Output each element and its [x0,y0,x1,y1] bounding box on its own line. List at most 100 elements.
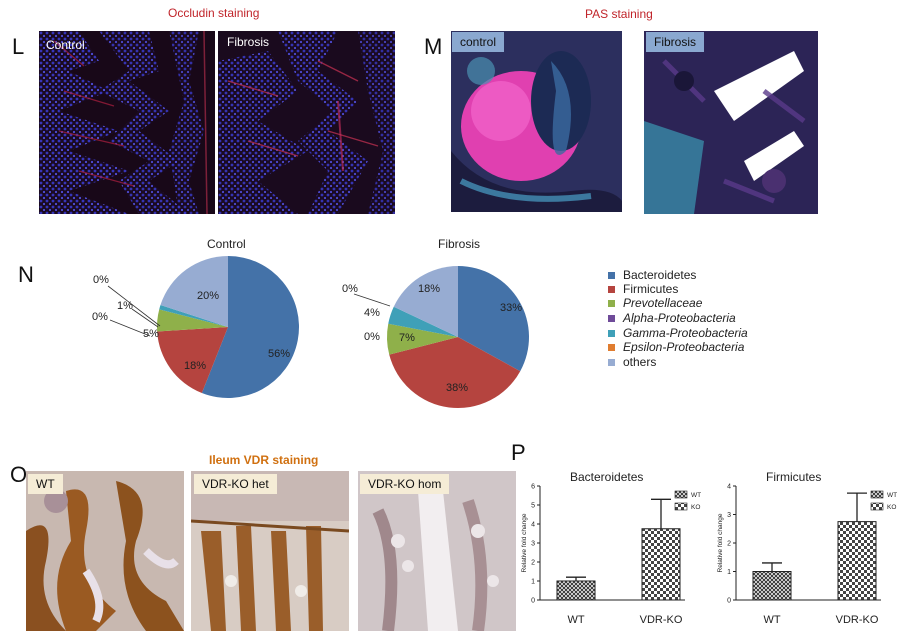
vdr-wt-label: WT [28,474,63,494]
occludin-control-label: Control [46,38,85,52]
pie-charts: 56% 18% 5% 0% 1% 0% 20% 33% 38% 7% 0% 4% 0% 18% [92,256,529,409]
panel-letter-n: N [18,262,34,287]
bar-legend-label-firmicutes-0: WT [887,492,897,499]
pie-slice-control-gamma-proteobacteria [159,305,228,327]
bar-y-label-firmicutes: Relative fold change [717,513,724,572]
pie-data-label-control-2: 5% [143,328,159,340]
pie-data-label-fibrosis-0: 33% [500,302,522,314]
bar-y-tick-label-bacteroidetes-5: 5 [531,503,535,510]
pie-slice-control-others [160,256,228,327]
panel-letter-p: P [511,440,526,465]
vdr-ko-het-image [191,471,349,631]
pie-leader-line-control-2 [107,285,161,327]
pie-data-label-fibrosis-4: 4% [364,307,380,319]
pie-leader-line-control-1 [131,308,159,328]
panel-letter-l: L [12,34,25,59]
legend-item-epsilon-proteobacteria: Epsilon-Proteobacteria [608,340,744,354]
pie-data-label-control-6: 20% [197,290,219,302]
pie-data-label-fibrosis-3: 0% [364,331,380,343]
legend-label-gamma-proteobacteria: Gamma-Proteobacteria [623,326,748,340]
bar-legend-label-bacteroidetes-1: KO [691,504,700,511]
legend-label-firmicutes: Firmicutes [623,282,679,296]
legend-item-firmicutes: Firmicutes [608,282,678,296]
bar-y-tick-label-firmicutes-0: 0 [727,598,731,605]
legend-swatch-firmicutes [608,285,615,293]
bar-category-label-bacteroidetes-0: WT [567,614,584,626]
bar-y-tick-label-bacteroidetes-1: 1 [531,579,535,586]
bar-y-tick-label-bacteroidetes-0: 0 [531,598,535,605]
legend-item-bacteroidetes: Bacteroidetes [608,268,696,282]
occludin-staining-title: Occludin staining [168,6,260,20]
bar-y-label-bacteroidetes: Relative fold change [521,513,528,572]
pie-data-label-control-5: 0% [93,274,109,286]
pie-slice-fibrosis-prevotellaceae [387,323,458,355]
legend-swatch-others [608,358,615,366]
bar-bacteroidetes-vdr-ko [641,528,681,601]
panel-letter-m: M [424,34,443,59]
pie-data-label-control-3: 0% [92,311,108,323]
bar-y-tick-label-firmicutes-1: 1 [727,569,731,576]
bar-y-tick-label-bacteroidetes-6: 6 [531,484,535,491]
legend-label-alpha-proteobacteria: Alpha-Proteobacteria [623,311,736,325]
bar-legend-label-firmicutes-1: KO [887,504,896,511]
vdr-wt-image [26,471,184,631]
bar-y-tick-label-bacteroidetes-2: 2 [531,560,535,567]
pas-control-image [451,31,622,212]
pie-data-label-control-1: 18% [184,360,206,372]
bar-legend-label-bacteroidetes-0: WT [691,492,701,499]
legend-label-bacteroidetes: Bacteroidetes [623,268,697,282]
legend-swatch-prevotellaceae [608,299,615,307]
bar-legend-swatch-firmicutes-0 [870,490,884,499]
pie-leader-line-fibrosis-0 [353,293,391,307]
legend-label-prevotellaceae: Prevotellaceae [623,296,703,310]
pie-data-label-fibrosis-2: 7% [399,332,415,344]
occludin-fibrosis-label: Fibrosis [227,35,270,49]
vdr-ko-het-label: VDR-KO het [194,474,277,494]
bar-legend-swatch-bacteroidetes-1 [674,502,688,511]
legend-swatch-bacteroidetes [608,271,615,279]
pie-data-label-fibrosis-6: 18% [418,283,440,295]
bar-y-tick-label-firmicutes-4: 4 [727,484,731,491]
bar-legend-swatch-firmicutes-1 [870,502,884,511]
occludin-control-image [39,31,215,214]
legend-swatch-epsilon-proteobacteria [608,343,615,351]
legend-label-others: others [623,355,657,369]
occludin-fibrosis-image [218,31,395,214]
pie-leader-line-control-0 [109,319,151,337]
legend-item-others: others [608,355,656,369]
bar-firmicutes-wt [752,571,792,601]
pie-slice-fibrosis-bacteroidetes [458,266,529,372]
bar-y-tick-label-bacteroidetes-4: 4 [531,522,535,529]
bar-y-tick-label-bacteroidetes-3: 3 [531,541,535,548]
legend-swatch-gamma-proteobacteria [608,329,615,337]
pas-control-label: control [452,32,505,52]
bar-y-tick-label-firmicutes-2: 2 [727,541,731,548]
pie-data-label-control-0: 56% [268,348,290,360]
legend-swatch-alpha-proteobacteria [608,314,615,322]
pie-data-label-fibrosis-1: 38% [446,382,468,394]
bar-bacteroidetes-wt [556,580,596,601]
bar-firmicutes-vdr-ko [837,521,877,601]
pas-staining-title: PAS staining [585,7,653,21]
pie-slice-fibrosis-firmicutes [389,337,521,409]
legend-item-gamma-proteobacteria: Gamma-Proteobacteria [608,326,748,340]
pas-fibrosis-label: Fibrosis [646,32,705,52]
pie-legend: Bacteroidetes Firmicutes Prevotellaceae … [608,268,828,378]
pie-slice-control-firmicutes [157,327,228,394]
bar-charts: Bacteroidetes 0 1 2 3 4 5 6 Relative fold change… [521,470,897,626]
pie-data-label-fibrosis-5: 0% [342,283,358,295]
legend-item-alpha-proteobacteria: Alpha-Proteobacteria [608,311,736,325]
pie-slice-fibrosis-gamma-proteobacteria [388,306,458,337]
pie-slice-control-bacteroidetes [201,256,300,398]
vdr-ko-hom-image [358,471,516,631]
panel-letter-o: O [10,462,28,487]
bar-chart-title-bacteroidetes: Bacteroidetes [570,470,643,484]
pie-slice-control-prevotellaceae [156,309,228,332]
bar-y-tick-label-firmicutes-3: 3 [727,512,731,519]
vdr-ko-hom-label: VDR-KO hom [360,474,450,494]
bar-chart-title-firmicutes: Firmicutes [766,470,821,484]
pie-slice-fibrosis-others [393,266,458,337]
legend-label-epsilon-proteobacteria: Epsilon-Proteobacteria [623,340,745,354]
bar-category-label-firmicutes-0: WT [763,614,780,626]
bar-category-label-bacteroidetes-1: VDR-KO [640,614,683,626]
